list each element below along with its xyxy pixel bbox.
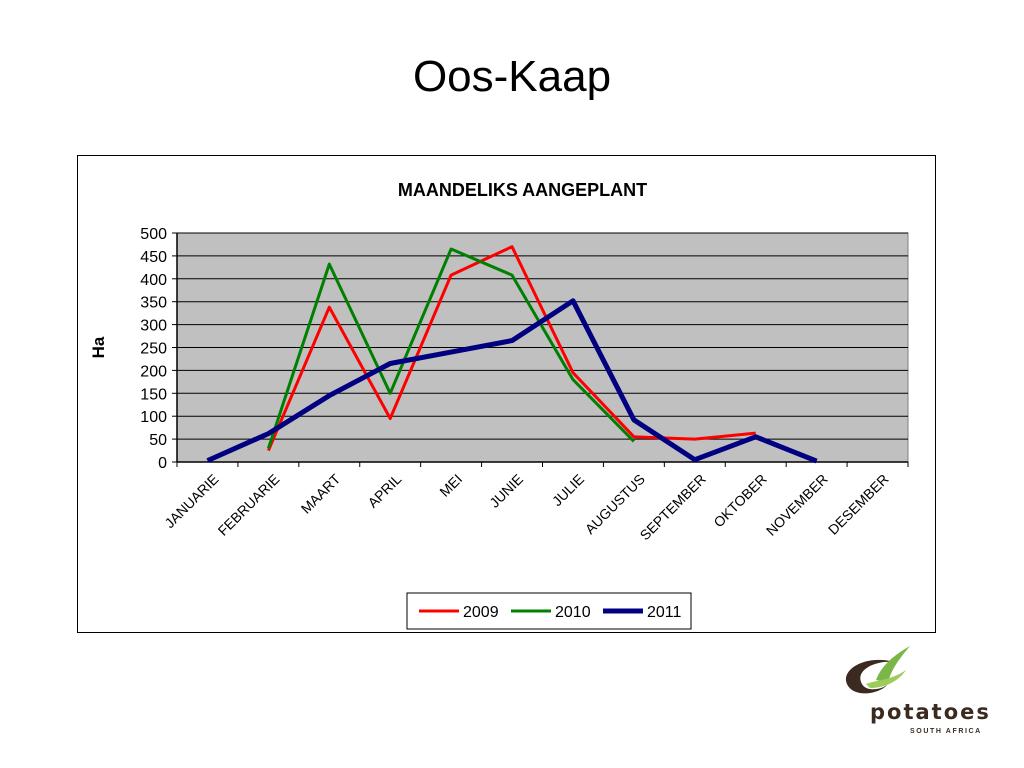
legend-label: 2010 — [555, 604, 591, 621]
line-chart: MAANDELIKS AANGEPLANT 0 50 100 150 200 250 300 3… — [89, 180, 909, 630]
x-tick-label: JULIE — [549, 471, 587, 509]
y-tick-label: 500 — [140, 226, 167, 243]
y-tick-label: 450 — [140, 249, 167, 266]
logo-wordmark: potatoes — [870, 700, 991, 724]
potatoes-logo: potatoes SOUTH AFRICA — [836, 640, 996, 745]
y-tick-label: 250 — [140, 341, 167, 358]
legend-label: 2009 — [463, 604, 499, 621]
y-tick-label: 350 — [140, 295, 167, 312]
x-tick-label: AUGUSTUS — [582, 471, 648, 537]
x-tick-label: MEI — [436, 471, 465, 500]
series-line-2011 — [206, 298, 818, 464]
legend-label: 2011 — [647, 604, 682, 621]
potato-swoosh-icon — [845, 646, 910, 694]
y-tick-label: 50 — [149, 432, 167, 449]
x-tick-label: DESEMBER — [825, 471, 892, 538]
y-tick-label: 150 — [140, 386, 167, 403]
x-tick-label: MAART — [298, 470, 344, 516]
y-tick-label: 200 — [140, 363, 167, 380]
slide-title: Oos-Kaap — [412, 52, 612, 101]
x-tick-label: JUNIE — [486, 471, 526, 511]
x-tick-label: FEBRUARIE — [215, 471, 283, 539]
y-tick-label: 100 — [140, 409, 167, 426]
x-tick-label: JANUARIE — [161, 471, 221, 531]
chart-frame: MAANDELIKS AANGEPLANT 0 50 100 150 200 250 300 3… — [77, 155, 936, 633]
x-tick-label: NOVEMBER — [763, 471, 831, 539]
y-tick-label: 0 — [158, 455, 167, 472]
logo-subtitle: SOUTH AFRICA — [910, 728, 982, 735]
chart-title: MAANDELIKS AANGEPLANT — [398, 180, 647, 200]
y-tick-label: 300 — [140, 318, 167, 335]
x-tick-label: OKTOBER — [710, 471, 770, 531]
y-axis-label: Ha — [89, 336, 108, 358]
y-tick-label: 400 — [140, 272, 167, 289]
series-line-2010 — [266, 247, 635, 449]
series-line-2009 — [267, 245, 756, 452]
x-tick-label: APRIL — [364, 471, 404, 511]
